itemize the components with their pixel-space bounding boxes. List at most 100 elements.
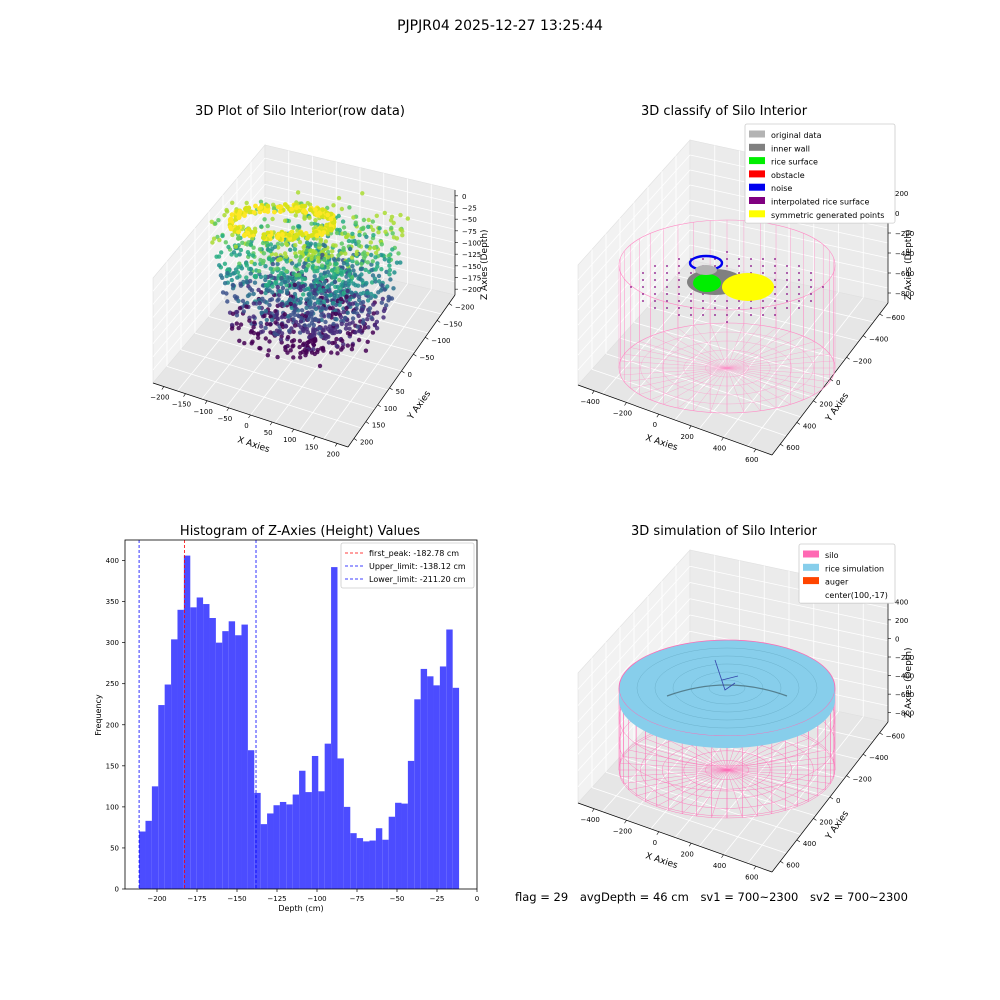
raw-point bbox=[360, 320, 366, 325]
y-tick-label: −400 bbox=[869, 754, 888, 762]
raw-point bbox=[247, 318, 252, 323]
raw-point bbox=[234, 295, 240, 300]
interp-point bbox=[654, 286, 656, 288]
interp-point bbox=[762, 300, 764, 302]
raw-point bbox=[259, 224, 264, 229]
raw-point bbox=[279, 331, 285, 336]
interp-point bbox=[750, 314, 752, 316]
raw-point bbox=[249, 259, 254, 265]
raw-point bbox=[222, 213, 227, 218]
raw-point bbox=[308, 301, 313, 307]
interp-point bbox=[774, 286, 776, 288]
silo-wire bbox=[709, 367, 728, 413]
raw-point bbox=[265, 353, 270, 358]
histogram-bar bbox=[222, 631, 229, 889]
histogram-reference-lines bbox=[138, 540, 257, 889]
raw-point bbox=[360, 300, 366, 305]
z-tick-label: −150 bbox=[462, 263, 481, 271]
histogram-chart[interactable]: −200 −175 −150 −125 −100 −75 −50 −25 0 0 50 100 150 2… bbox=[0, 500, 500, 1000]
raw-point bbox=[333, 289, 338, 295]
classify-silo-wireframe bbox=[618, 219, 836, 414]
raw-point bbox=[275, 354, 280, 360]
raw-point bbox=[248, 330, 254, 335]
raw-point bbox=[341, 247, 346, 253]
raw-point bbox=[320, 345, 326, 351]
raw-point bbox=[317, 331, 322, 336]
silo-wire bbox=[628, 749, 728, 771]
legend-label: noise bbox=[771, 184, 792, 193]
raw-top-point bbox=[253, 203, 258, 209]
raw-point bbox=[391, 286, 396, 291]
legend-swatch bbox=[749, 143, 765, 151]
x-tick bbox=[721, 854, 724, 858]
raw-point bbox=[263, 264, 268, 269]
legend-label: interpolated rice surface bbox=[771, 198, 869, 207]
raw-point bbox=[289, 261, 295, 266]
raw-top-point bbox=[251, 210, 257, 215]
silo-wire bbox=[726, 323, 745, 369]
classify-points bbox=[630, 251, 824, 323]
grid-line bbox=[633, 322, 831, 380]
classify-3d-plot[interactable]: −400 −200 0 200 400 600 −600 −400 −200 0 200 400 600… bbox=[500, 0, 1000, 500]
histogram-bar bbox=[279, 801, 287, 889]
raw-point bbox=[339, 241, 344, 246]
raw-top-point bbox=[329, 226, 334, 232]
x-tick-label: −100 bbox=[307, 895, 326, 903]
interp-point bbox=[666, 307, 668, 309]
raw-point bbox=[356, 313, 361, 319]
interp-point bbox=[774, 314, 776, 316]
x-tick bbox=[183, 393, 186, 397]
raw-point bbox=[310, 285, 315, 290]
raw-point bbox=[336, 195, 342, 201]
raw-point bbox=[229, 326, 235, 331]
flag-value: flag = 29 bbox=[515, 890, 569, 904]
histogram-bar bbox=[324, 743, 332, 889]
raw-point bbox=[394, 260, 400, 265]
raw-point bbox=[299, 308, 305, 313]
z-tick-label: −100 bbox=[462, 240, 481, 248]
raw-point bbox=[352, 293, 357, 299]
raw-point bbox=[294, 273, 299, 278]
grid-line bbox=[323, 289, 432, 440]
raw-point bbox=[359, 272, 364, 277]
raw-point bbox=[283, 324, 289, 329]
rice-mesh bbox=[708, 679, 746, 697]
raw-point bbox=[357, 232, 362, 238]
raw-top-point bbox=[261, 234, 267, 240]
interp-point bbox=[642, 279, 644, 281]
raw-point bbox=[355, 302, 360, 307]
raw-point bbox=[331, 321, 336, 327]
raw-point bbox=[330, 249, 335, 254]
legend-label: center(100,-17) bbox=[825, 591, 888, 600]
raw-point bbox=[350, 343, 355, 348]
raw-3d-plot[interactable]: −200−150−100−50050100150200−200−150−100−… bbox=[0, 0, 500, 500]
interp-point bbox=[654, 272, 656, 274]
interp-point bbox=[666, 286, 668, 288]
raw-point bbox=[301, 264, 306, 269]
raw-point bbox=[281, 266, 286, 271]
raw-point bbox=[343, 326, 349, 331]
simulation-rice-surface bbox=[618, 639, 836, 748]
legend-label: rice surface bbox=[771, 158, 818, 167]
raw-top-point bbox=[236, 229, 242, 235]
raw-point bbox=[309, 253, 314, 259]
x-axis-line bbox=[577, 384, 773, 456]
y-tick-label: −600 bbox=[886, 733, 905, 741]
interp-point bbox=[738, 300, 740, 302]
interp-point bbox=[690, 307, 692, 309]
histogram-bar bbox=[209, 618, 216, 889]
raw-point bbox=[379, 267, 384, 272]
simulation-3d-plot[interactable]: −400 −200 0 200 400 600 −600 −400 −200 0 200 400 600… bbox=[500, 500, 1000, 1000]
raw-point bbox=[306, 292, 312, 297]
grid-line bbox=[689, 598, 889, 642]
raw-point bbox=[319, 313, 324, 318]
raw-point bbox=[270, 216, 275, 222]
y-tick bbox=[862, 753, 867, 757]
silo-wire bbox=[709, 323, 728, 369]
histogram-bar bbox=[196, 597, 204, 889]
raw-point bbox=[317, 326, 322, 331]
raw-point bbox=[252, 280, 258, 285]
raw-point bbox=[356, 239, 361, 244]
raw-point bbox=[379, 300, 384, 305]
raw-point bbox=[275, 266, 280, 271]
